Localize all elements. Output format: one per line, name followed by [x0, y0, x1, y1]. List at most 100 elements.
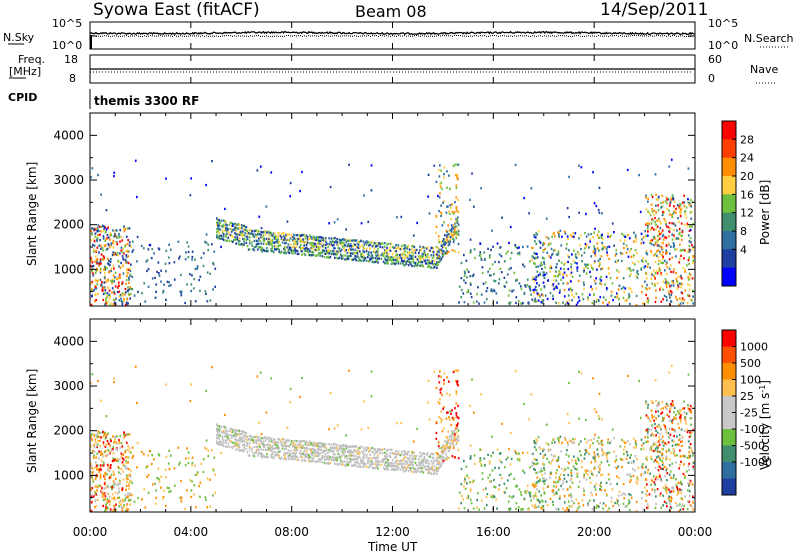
velocity-cell — [120, 455, 123, 458]
velocity-cell — [127, 461, 130, 464]
nave-dot — [189, 71, 190, 73]
velocity-cell — [90, 464, 93, 468]
velocity-cell — [248, 448, 251, 451]
power-cell — [327, 245, 329, 249]
nave-dot — [393, 71, 394, 73]
velocity-cell — [322, 443, 325, 446]
velocity-cell — [220, 425, 223, 428]
velocity-cell — [108, 465, 110, 468]
power-cell — [329, 244, 332, 247]
power-cell — [362, 246, 365, 249]
power-cell — [669, 201, 672, 204]
velocity-cell — [230, 440, 233, 444]
power-cell — [396, 259, 399, 262]
power-cell — [585, 235, 588, 238]
power-cell — [440, 181, 443, 184]
velocity-cell — [95, 464, 98, 467]
power-cell — [531, 246, 533, 250]
velocity-cell — [414, 467, 417, 471]
colorbar-swatch — [722, 231, 736, 250]
nave-dot — [132, 71, 133, 73]
velocity-cell — [430, 466, 433, 469]
power-cell — [344, 254, 346, 257]
power-cell — [443, 166, 446, 169]
power-cell — [121, 255, 124, 258]
velocity-cell — [351, 458, 353, 461]
power-cell — [217, 236, 219, 240]
noise-search-dot — [542, 35, 543, 37]
velocity-cell — [321, 461, 324, 464]
power-cell — [363, 250, 366, 254]
power-cell — [403, 250, 405, 254]
velocity-cell — [246, 450, 249, 454]
power-cell — [637, 273, 639, 276]
power-cell — [288, 246, 291, 249]
noise-search-dot — [148, 35, 149, 37]
power-cell — [125, 268, 128, 271]
power-cell — [267, 240, 269, 243]
velocity-cell — [362, 446, 365, 449]
power-cell — [596, 268, 598, 271]
velocity-cell — [317, 454, 319, 457]
power-cell — [219, 228, 222, 231]
power-cell — [120, 246, 123, 249]
velocity-cell — [194, 464, 196, 467]
power-cell — [515, 296, 518, 299]
power-cell — [656, 272, 659, 275]
velocity-cell — [225, 433, 227, 436]
velocity-cell — [420, 455, 422, 458]
power-cell — [324, 247, 327, 250]
power-cell — [479, 251, 482, 254]
power-cell — [377, 253, 379, 256]
power-cell — [542, 249, 545, 252]
power-cell — [654, 253, 657, 256]
power-cell — [162, 289, 165, 293]
velocity-cell — [422, 458, 425, 461]
power-cell — [394, 246, 396, 249]
power-cell — [115, 253, 118, 256]
power-cell — [239, 243, 242, 246]
power-cell — [456, 174, 459, 177]
power-cell — [535, 289, 538, 292]
velocity-cell — [323, 461, 326, 465]
power-cell — [677, 217, 679, 220]
velocity-cell — [336, 456, 338, 459]
noise-search-dot — [588, 35, 589, 37]
velocity-cell — [256, 446, 259, 449]
power-cell — [352, 252, 354, 255]
power-cell — [551, 235, 553, 238]
power-cell — [619, 239, 622, 242]
power-cell — [238, 237, 241, 240]
velocity-cell — [270, 456, 273, 459]
power-cell — [347, 255, 350, 258]
power-cell — [400, 215, 403, 219]
velocity-cell — [263, 445, 266, 448]
velocity-cell — [490, 495, 493, 498]
power-cell — [314, 243, 317, 246]
noise-search-dot — [178, 35, 179, 37]
velocity-cell — [428, 462, 430, 465]
power-cell — [402, 262, 404, 265]
velocity-cell — [98, 450, 100, 453]
velocity-cell — [332, 443, 335, 446]
power-cell — [121, 239, 124, 242]
power-cell — [286, 220, 289, 223]
power-cell — [427, 173, 430, 176]
velocity-cell — [96, 489, 98, 492]
power-cell — [435, 214, 438, 218]
power-cell — [394, 258, 396, 261]
velocity-cell — [219, 440, 222, 443]
power-cell — [562, 273, 564, 276]
power-cell — [635, 304, 638, 307]
power-cell — [243, 234, 245, 237]
power-cell — [605, 287, 608, 290]
nave-dot — [93, 71, 94, 73]
velocity-cell — [455, 390, 458, 393]
power-cell — [481, 266, 484, 269]
noise-search-dot — [332, 35, 333, 37]
velocity-cell — [102, 498, 105, 502]
velocity-cell — [431, 456, 434, 459]
power-cell — [658, 267, 661, 270]
noise-search-dot — [260, 35, 261, 37]
colorbar-tick-label: 20 — [740, 170, 754, 183]
